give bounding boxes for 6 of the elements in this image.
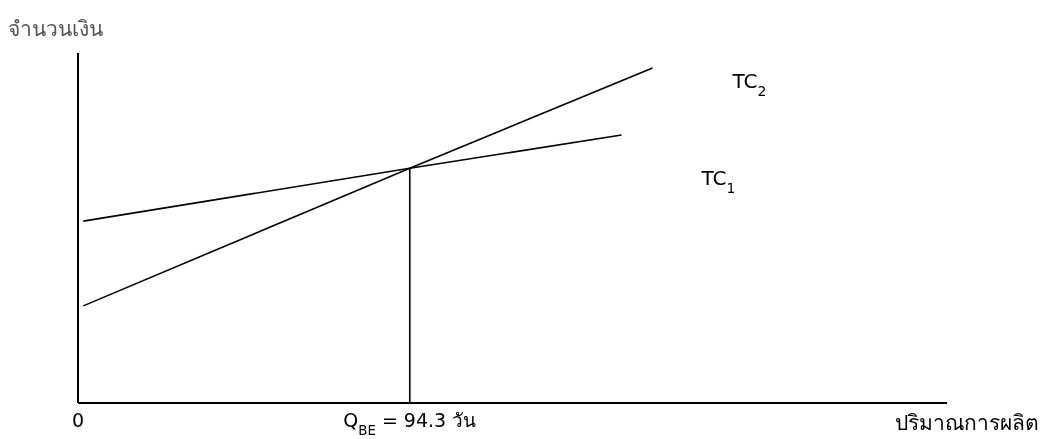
x-tick-label: 0 [71, 409, 85, 431]
text: TC$_{2}$ [731, 69, 767, 100]
y-axis-title: จำนวนเงิน [8, 17, 103, 41]
x-axis-title: ปริมาณการผลิต [895, 411, 1039, 435]
x-tick-label: Q$_{BE}$ = 94.3 วัน [343, 409, 477, 438]
text: TC$_{1}$ [700, 166, 736, 197]
